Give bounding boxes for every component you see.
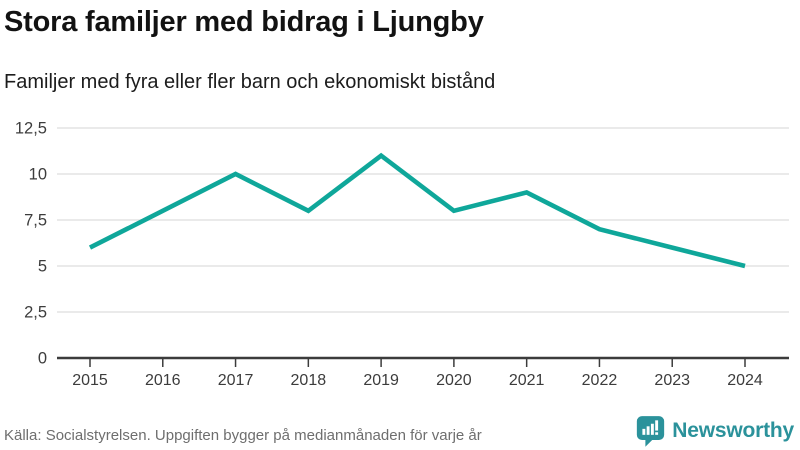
y-tick-label: 5 [38, 258, 47, 276]
x-tick-label: 2017 [218, 372, 254, 389]
y-tick-label: 7,5 [24, 212, 47, 230]
chart-subtitle: Familjer med fyra eller fler barn och ek… [4, 71, 496, 93]
newsworthy-logo-icon [637, 416, 665, 447]
x-tick-label: 2020 [436, 372, 472, 389]
logo-bubble [637, 416, 665, 447]
x-tick-label: 2016 [145, 372, 181, 389]
x-tick-label: 2015 [72, 372, 108, 389]
y-tick-label: 0 [38, 350, 47, 368]
newsworthy-brand: Newsworthy [636, 414, 794, 448]
x-tick-label: 2022 [582, 372, 618, 389]
x-tick-label: 2024 [727, 372, 763, 389]
x-tick-label: 2018 [291, 372, 327, 389]
line-chart: 0 2,5 5 7,5 10 12,5 2015 2016 2017 2018 2019 2020 20… [15, 120, 789, 389]
x-tick-label: 2023 [654, 372, 690, 389]
x-tick-label: 2021 [509, 372, 545, 389]
data-line-Familjer med fyra eller fler barn och ekonomiskt bistånd [88, 152, 746, 269]
newsworthy-brand-name: Newsworthy [672, 419, 794, 442]
y-tick-label: 12,5 [15, 120, 47, 138]
source-note: Källa: Socialstyrelsen. Uppgiften bygger… [4, 427, 482, 444]
chart-area: 0 2,5 5 7,5 10 12,5 2015 2016 2017 2018 2019 2020 20… [0, 108, 800, 400]
x-tick-label: 2019 [363, 372, 399, 389]
y-tick-label: 2,5 [24, 304, 47, 322]
y-tick-label: 10 [29, 166, 47, 184]
chart-title: Stora familjer med bidrag i Ljungby [4, 6, 484, 38]
logo-bars [642, 420, 659, 435]
